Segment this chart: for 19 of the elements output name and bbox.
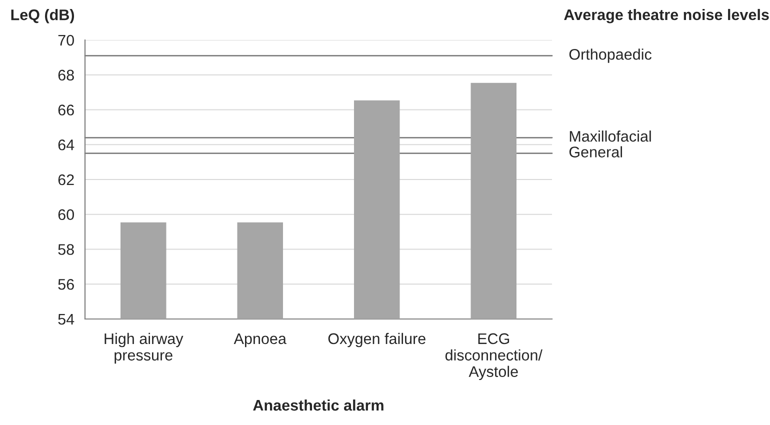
x-tick-label: ECG disconnection/ Aystole [445,333,542,380]
y-tick-label: 68 [58,70,74,81]
y-tick-label: 64 [58,139,74,150]
y-tick-label: 56 [58,278,74,290]
ref-line-label: Maxillofacial [570,130,651,142]
x-tick-label: Apnoea [234,333,286,348]
y-tick-label: 54 [58,314,74,325]
y-axis-title: LeQ (dB) [11,9,74,24]
y-tick-label: 66 [58,104,74,116]
y-tick-label: 62 [58,174,74,186]
y-tick-label: 58 [58,244,74,255]
ref-line-label: Orthopaedic [569,48,652,63]
y-tick-label: 70 [58,34,74,46]
text: Average theatre noise levels [564,8,769,24]
x-tick-label: High airway pressure [104,332,184,364]
ref-line-label: General [569,146,622,158]
x-axis-title: Anaesthetic alarm [253,399,384,411]
y-tick-label: 60 [58,209,74,220]
x-tick-label: Oxygen failure [328,332,426,348]
